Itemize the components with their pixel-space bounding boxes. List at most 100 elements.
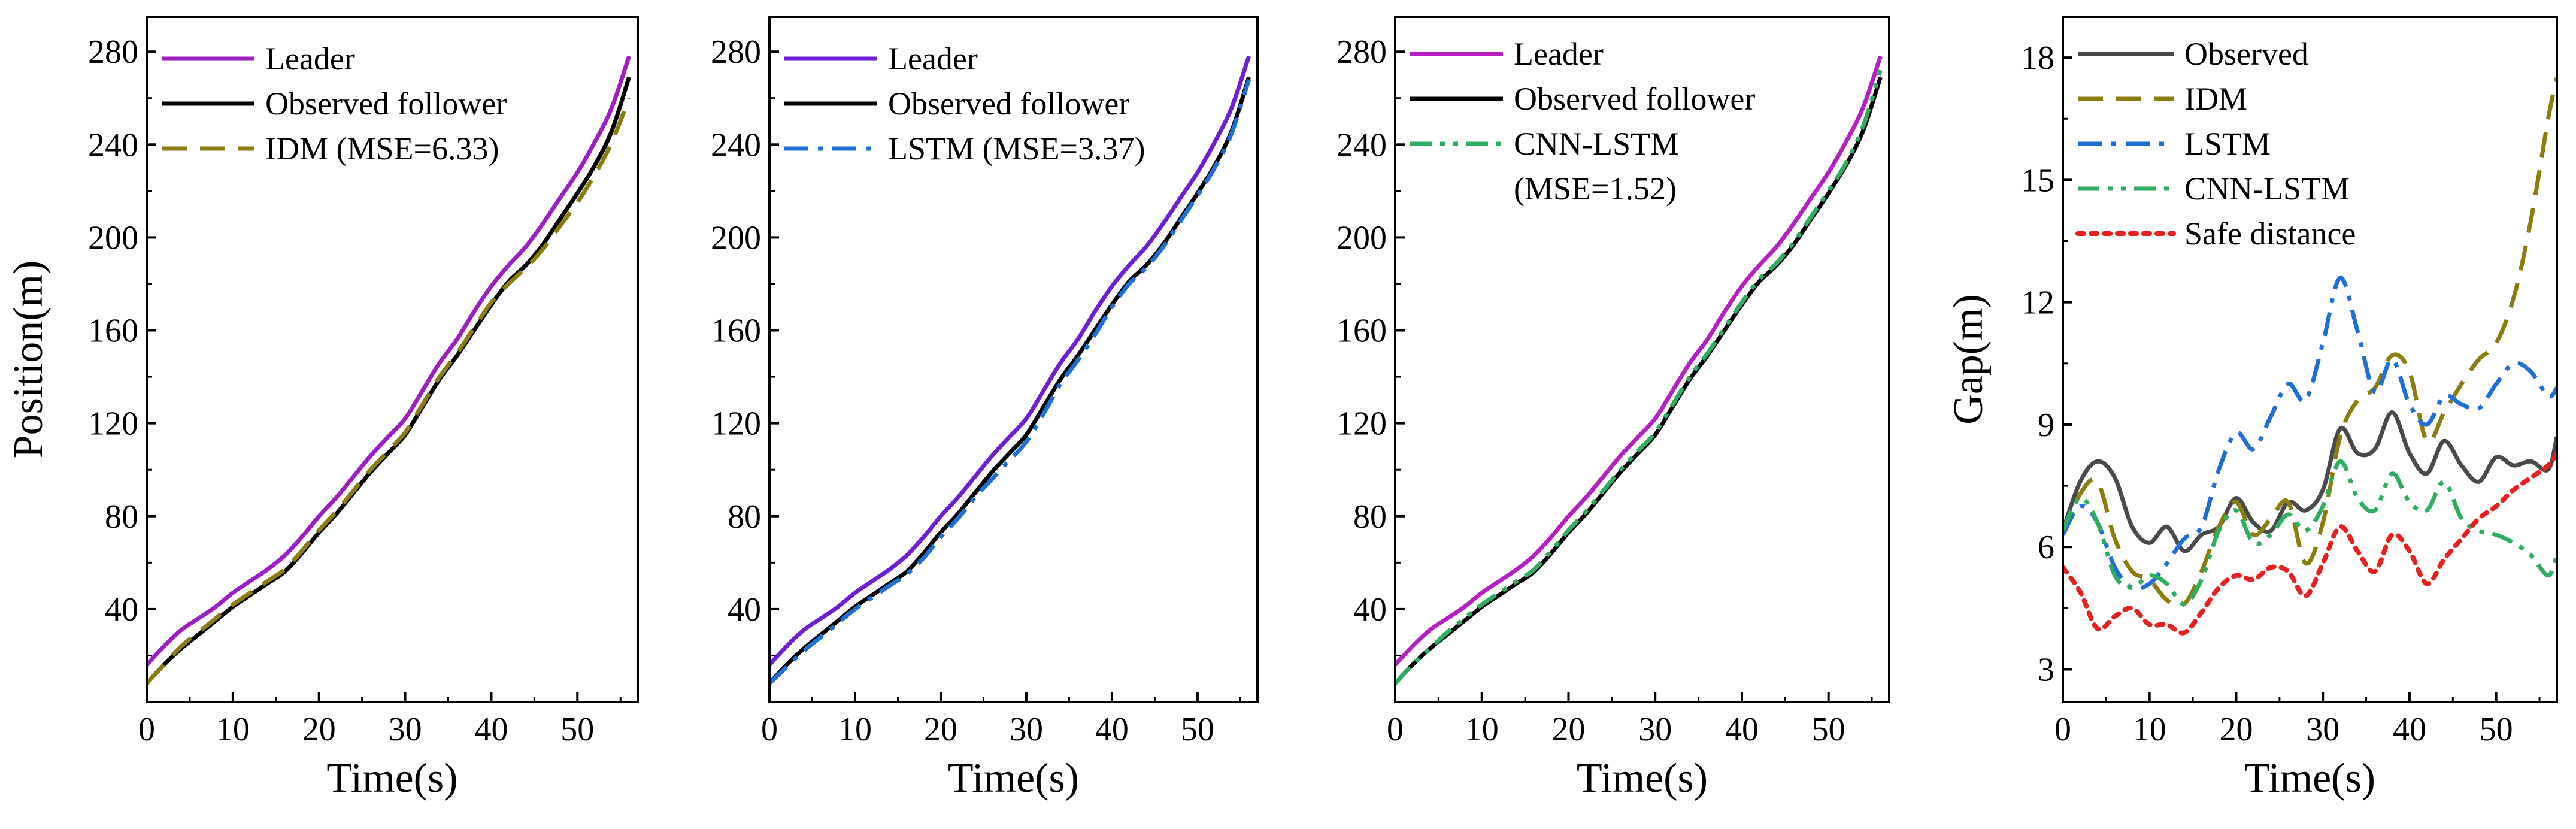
y-tick-label: 280: [88, 34, 138, 71]
y-tick-label: 240: [1337, 126, 1387, 164]
x-tick-label: 30: [1638, 711, 1672, 748]
chart-panel-1: 0 10 20 30 40 50 40 80 120 160 200 240 280 Time(s) Pos…: [5, 16, 639, 801]
legend: Leader Observed follower IDM (MSE=6.33): [162, 41, 507, 167]
x-tick-label: 0: [761, 711, 778, 748]
legend-label: Leader: [265, 41, 355, 77]
plot-frame: [146, 16, 639, 703]
y-tick-label: 9: [2038, 407, 2054, 444]
x-tick-label: 40: [1725, 711, 1759, 748]
legend-label: Observed: [2184, 36, 2308, 72]
legend-label: Safe distance: [2184, 216, 2356, 252]
series-line-observed-follower: [769, 76, 1251, 685]
x-tick-label: 50: [1181, 711, 1214, 748]
series-line-leader: [769, 55, 1251, 667]
x-tick-label: 10: [2133, 711, 2166, 748]
x-tick-label: 40: [474, 711, 508, 748]
x-tick-label: 30: [389, 711, 422, 748]
legend: Leader Observed follower LSTM (MSE=3.37): [784, 41, 1145, 167]
y-tick-label: 40: [1353, 591, 1387, 628]
y-tick-label: 80: [105, 498, 138, 535]
series-line-idm: [2063, 77, 2557, 609]
plot-frame: [768, 16, 1259, 703]
legend-label: IDM: [2184, 81, 2247, 117]
y-tick-label: 80: [1353, 498, 1387, 535]
series-line-safe-distance: [2063, 450, 2557, 636]
y-tick-label: 200: [1337, 219, 1387, 256]
legend-label: Leader: [888, 41, 978, 77]
legend-label: LSTM (MSE=3.37): [888, 131, 1145, 167]
chart-panel-2: 0 10 20 30 40 50 40 80 120 160 200 240 280 Time(s) Lea…: [711, 16, 1259, 801]
x-tick-label: 30: [1010, 711, 1043, 748]
legend-label: CNN-LSTM: [1514, 126, 1679, 162]
x-tick-label: 20: [1551, 711, 1585, 748]
x-tick-label: 0: [2054, 711, 2071, 748]
y-tick-label: 280: [711, 34, 761, 71]
y-tick-label: 160: [88, 313, 138, 350]
y-tick-label: 40: [728, 591, 761, 628]
series-line-cnn-lstm: [2063, 459, 2557, 607]
chart-panel-4: 0 10 20 30 40 50 3 6 9 12 15 18 Time(s) Gap(m) Observe…: [1945, 16, 2558, 801]
y-tick-label: 15: [2021, 162, 2054, 199]
x-tick-label: 20: [2219, 711, 2253, 748]
x-tick-label: 30: [2306, 711, 2339, 748]
series-line-idm-mse-6-33: [147, 97, 631, 685]
y-tick-label: 12: [2021, 285, 2054, 322]
x-tick-label: 10: [1465, 711, 1499, 748]
x-tick-label: 10: [216, 711, 250, 748]
y-tick-label: 3: [2038, 652, 2054, 689]
plot-frame: [2062, 16, 2558, 703]
y-axis-label: Position(m): [5, 261, 51, 459]
series-line-observed-follower: [1395, 76, 1883, 685]
series-group: [147, 55, 631, 685]
y-tick-label: 280: [1337, 34, 1387, 71]
series-line-leader: [1395, 55, 1883, 667]
series-group: [1395, 55, 1883, 685]
series-group: [769, 55, 1251, 685]
y-tick-label: 200: [711, 219, 761, 256]
x-tick-label: 20: [302, 711, 336, 748]
y-tick-label: 80: [728, 498, 761, 535]
legend-label: LSTM: [2184, 126, 2271, 162]
x-tick-label: 50: [2480, 711, 2513, 748]
legend-label: Leader: [1514, 36, 1604, 72]
x-tick-label: 20: [924, 711, 957, 748]
x-tick-label: 40: [1095, 711, 1129, 748]
y-tick-label: 160: [711, 313, 761, 350]
series-group: [2063, 77, 2557, 636]
legend-label-extra: (MSE=1.52): [1514, 171, 1677, 207]
y-axis-label: Gap(m): [1945, 294, 1992, 425]
legend-label: IDM (MSE=6.33): [265, 131, 499, 167]
series-line-leader: [147, 55, 631, 667]
x-axis-label: Time(s): [1577, 755, 1708, 801]
plot-frame: [1394, 16, 1890, 703]
series-line-observed: [2063, 410, 2557, 553]
x-tick-label: 50: [560, 711, 594, 748]
legend: Observed IDM LSTM CNN-LSTM Safe distance: [2075, 36, 2356, 252]
y-tick-label: 240: [711, 126, 761, 164]
series-line-lstm-mse-3-37: [769, 78, 1251, 685]
x-tick-label: 0: [138, 711, 155, 748]
x-tick-label: 50: [1812, 711, 1845, 748]
legend-label: Observed follower: [1514, 81, 1755, 117]
legend-label: CNN-LSTM: [2184, 171, 2350, 207]
x-tick-label: 40: [2393, 711, 2426, 748]
series-line-lstm: [2063, 276, 2557, 591]
x-axis-label: Time(s): [326, 755, 457, 801]
y-tick-label: 200: [88, 219, 138, 256]
x-tick-label: 0: [1387, 711, 1404, 748]
y-tick-label: 6: [2038, 529, 2054, 566]
y-tick-label: 18: [2021, 40, 2054, 77]
y-tick-label: 120: [711, 406, 761, 443]
y-tick-label: 40: [105, 591, 138, 628]
y-tick-label: 240: [88, 126, 138, 164]
legend-label: Observed follower: [265, 86, 507, 122]
series-line-cnn-lstm: [1395, 69, 1883, 685]
legend: Leader Observed follower CNN-LSTM (MSE=1.52…: [1410, 36, 1755, 207]
y-tick-label: 120: [88, 406, 138, 443]
x-tick-label: 10: [838, 711, 872, 748]
y-tick-label: 160: [1337, 313, 1387, 350]
x-axis-label: Time(s): [2244, 755, 2375, 801]
x-axis-label: Time(s): [948, 755, 1079, 801]
chart-panel-3: 0 10 20 30 40 50 40 80 120 160 200 240 280 Time(s) Lea…: [1337, 16, 1890, 801]
